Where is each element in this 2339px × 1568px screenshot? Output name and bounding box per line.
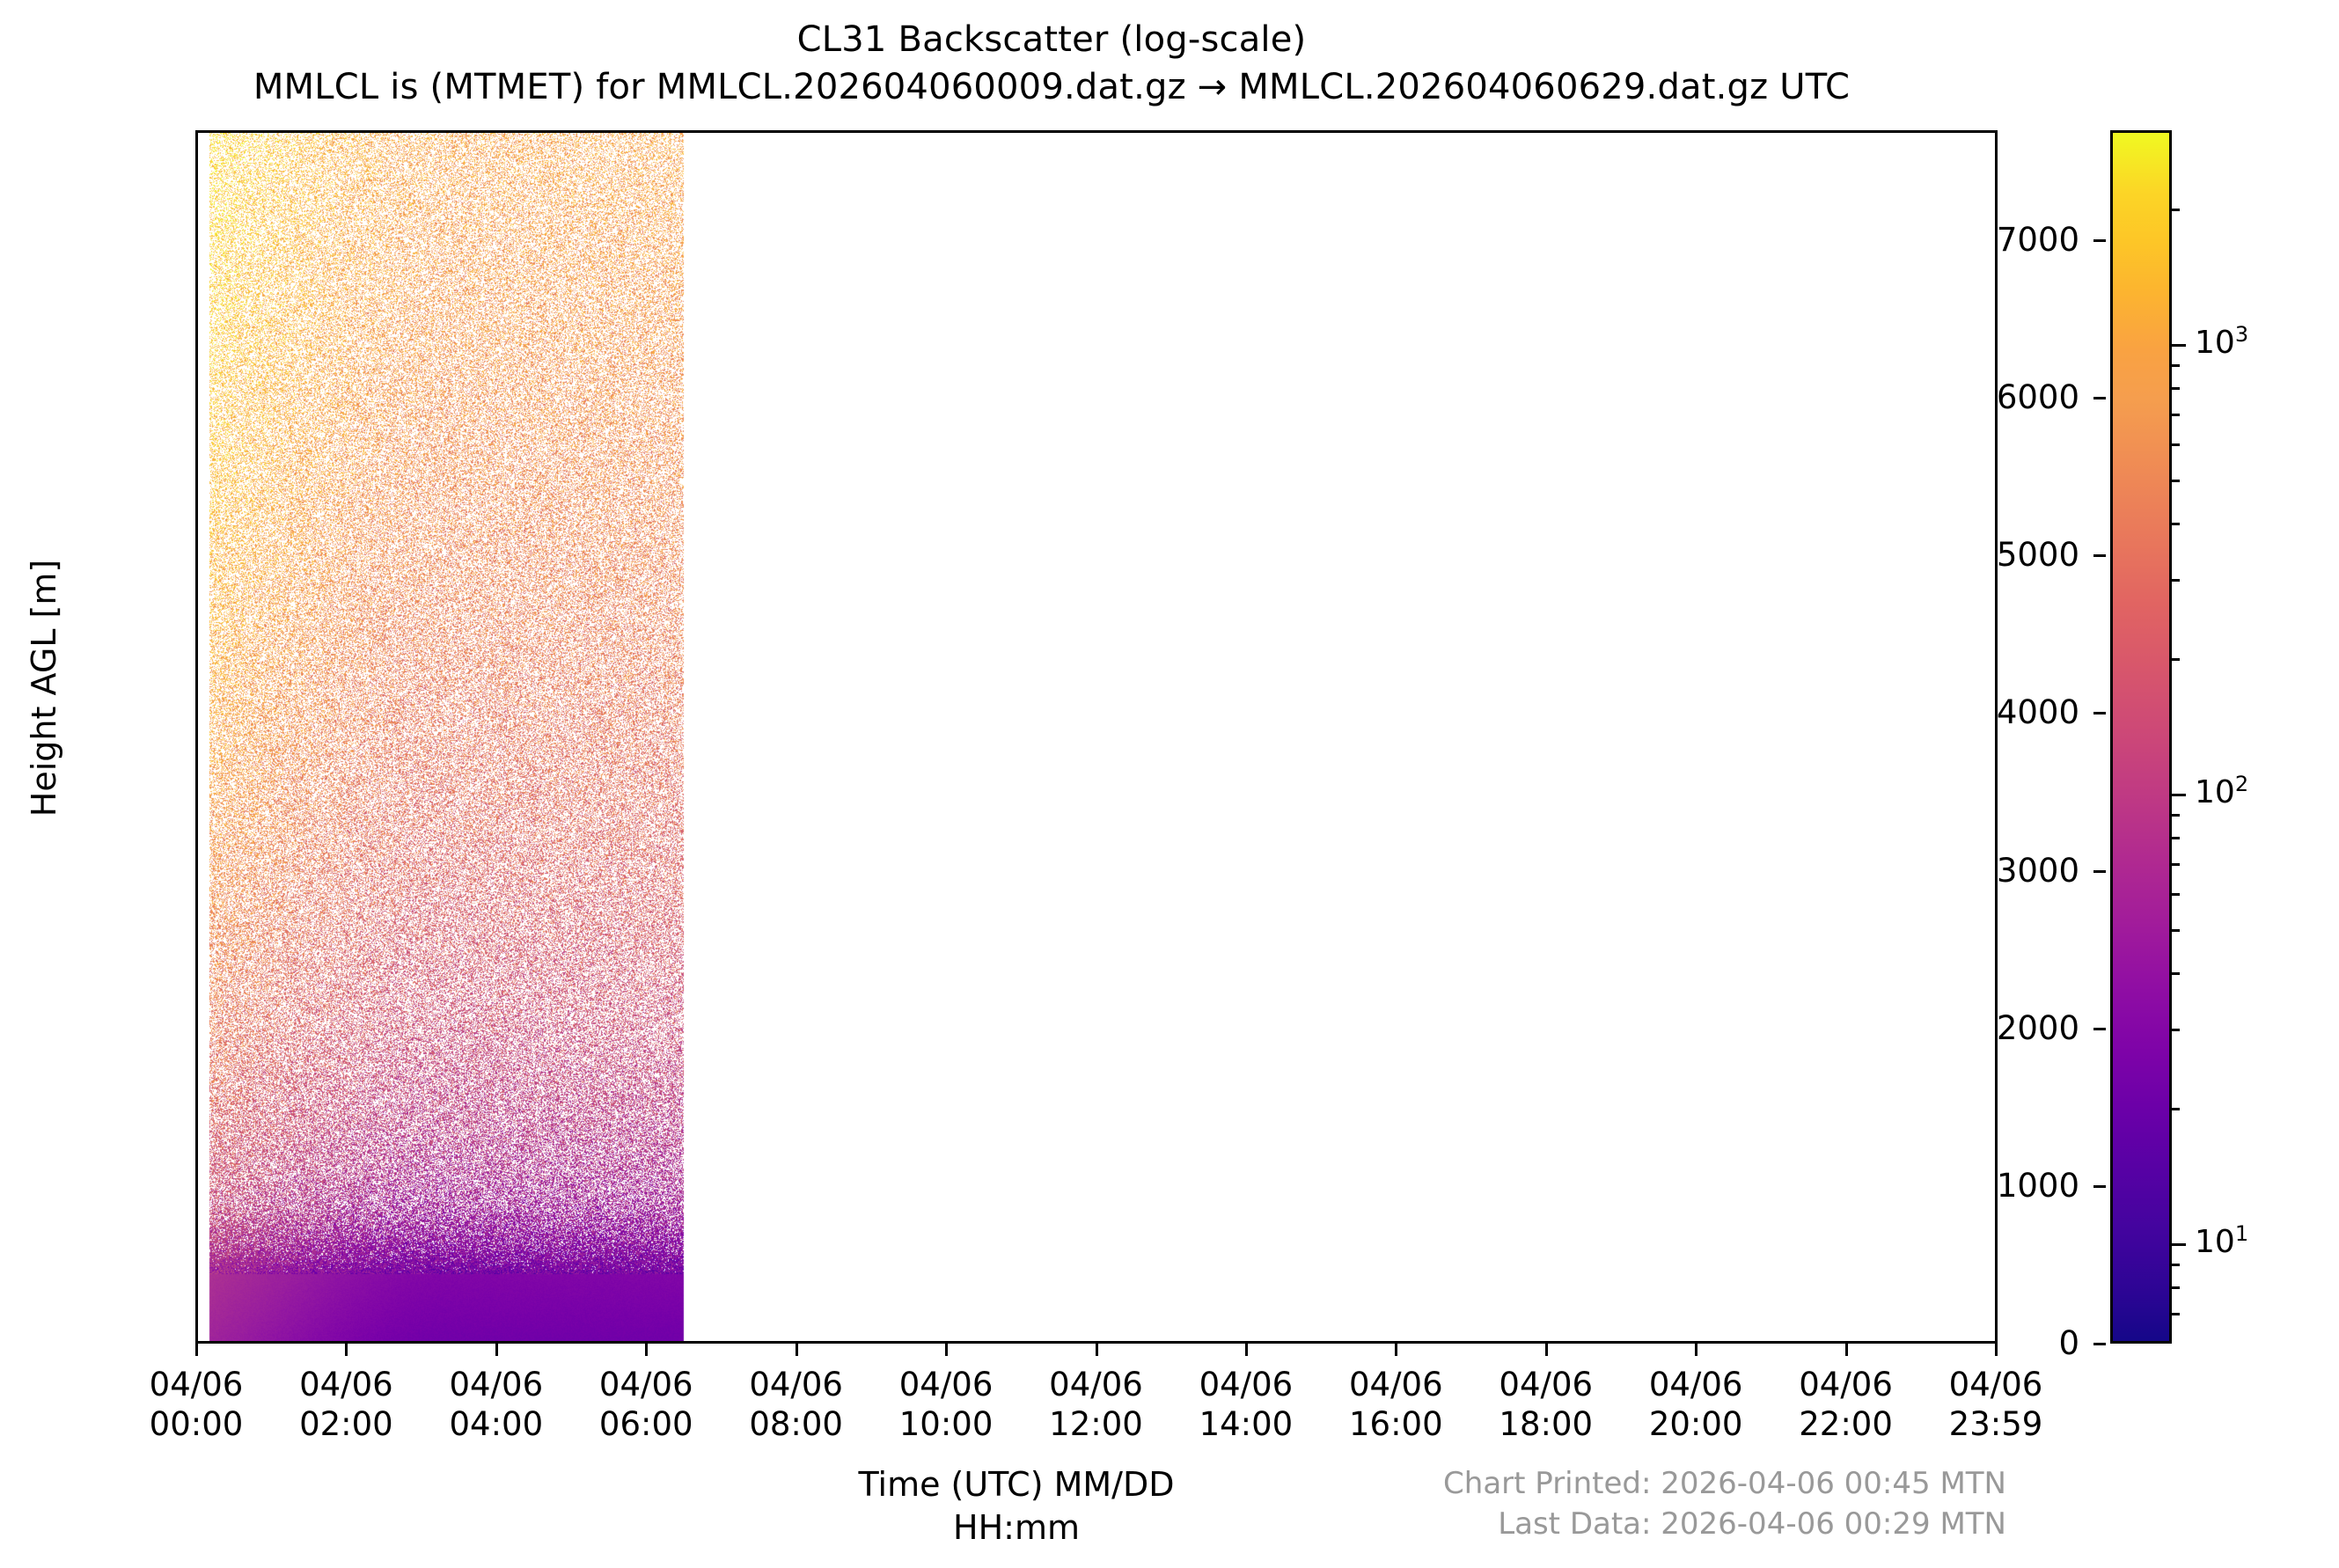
- x-tick-mark: [1844, 1344, 1848, 1356]
- colorbar-minor-tick: [2172, 1264, 2180, 1267]
- y-tick-mark: [2093, 397, 2106, 400]
- y-tick-label: 2000: [1996, 1008, 2079, 1047]
- y-tick-mark: [2093, 1027, 2106, 1030]
- title-block: CL31 Backscatter (log-scale) MMLCL is (M…: [0, 16, 2103, 111]
- colorbar-minor-tick: [2172, 893, 2180, 897]
- x-axis-label-line1: Time (UTC) MM/DD: [858, 1465, 1175, 1504]
- x-tick-label: 04/06 18:00: [1499, 1366, 1594, 1443]
- y-tick-label: 6000: [1996, 378, 2079, 417]
- x-axis-label-line2: HH:mm: [953, 1508, 1080, 1547]
- y-tick-mark: [2093, 554, 2106, 558]
- x-tick-label: 04/06 22:00: [1799, 1366, 1893, 1443]
- colorbar-tick-mark: [2172, 793, 2186, 796]
- last-data-stamp: Last Data: 2026-04-06 00:29 MTN: [1498, 1506, 2006, 1542]
- colorbar-minor-tick: [2172, 523, 2180, 526]
- colorbar-minor-tick: [2172, 443, 2180, 447]
- y-tick-mark: [2093, 1343, 2106, 1345]
- x-tick-mark: [195, 1344, 198, 1356]
- y-tick-label: 0: [2058, 1324, 2079, 1362]
- x-tick-mark: [345, 1344, 348, 1356]
- colorbar-minor-tick: [2172, 837, 2180, 840]
- colorbar-tick-mark: [2172, 1242, 2186, 1246]
- x-tick-mark: [945, 1344, 949, 1356]
- chart-printed-stamp: Chart Printed: 2026-04-06 00:45 MTN: [1443, 1466, 2006, 1501]
- y-tick-label: 3000: [1996, 851, 2079, 890]
- x-tick-label: 04/06 12:00: [1049, 1366, 1143, 1443]
- colorbar-minor-tick: [2172, 364, 2180, 368]
- colorbar-minor-tick: [2172, 657, 2180, 661]
- x-tick-label: 04/06 23:59: [1948, 1366, 2043, 1443]
- y-tick-label: 7000: [1996, 221, 2079, 259]
- colorbar-minor-tick: [2172, 972, 2180, 976]
- colorbar-minor-tick: [2172, 208, 2180, 211]
- y-axis-label: Height AGL [m]: [25, 559, 63, 817]
- colorbar-minor-tick: [2172, 862, 2180, 866]
- colorbar-minor-tick: [2172, 387, 2180, 391]
- y-tick-label: 4000: [1996, 693, 2079, 732]
- y-tick-label: 5000: [1996, 536, 2079, 575]
- colorbar-minor-tick: [2172, 1286, 2180, 1290]
- colorbar-minor-tick: [2172, 814, 2180, 817]
- x-tick-label: 04/06 14:00: [1199, 1366, 1294, 1443]
- y-tick-mark: [2093, 869, 2106, 873]
- colorbar-minor-tick: [2172, 1312, 2180, 1315]
- chart-subtitle: MMLCL is (MTMET) for MMLCL.202604060009.…: [253, 67, 1851, 107]
- x-tick-label: 04/06 00:00: [149, 1366, 244, 1443]
- colorbar-minor-tick: [2172, 1107, 2180, 1110]
- colorbar-tick-mark: [2172, 343, 2186, 347]
- colorbar-minor-tick: [2172, 578, 2180, 582]
- x-tick-label: 04/06 20:00: [1648, 1366, 1743, 1443]
- colorbar-gradient: [2110, 130, 2172, 1344]
- x-tick-label: 04/06 06:00: [598, 1366, 693, 1443]
- colorbar-tick-label: 101: [2195, 1220, 2249, 1260]
- x-tick-mark: [1095, 1344, 1098, 1356]
- plot-axes: [195, 130, 1998, 1344]
- x-tick-mark: [1695, 1344, 1698, 1356]
- colorbar-tick-label: 102: [2195, 771, 2249, 810]
- x-tick-mark: [645, 1344, 649, 1356]
- footer-stamps: Chart Printed: 2026-04-06 00:45 MTN Last…: [1232, 1463, 2006, 1544]
- x-tick-label: 04/06 08:00: [749, 1366, 843, 1443]
- colorbar-minor-tick: [2172, 413, 2180, 416]
- y-tick-mark: [2093, 712, 2106, 715]
- x-tick-mark: [1995, 1344, 1998, 1356]
- x-tick-label: 04/06 10:00: [898, 1366, 994, 1443]
- backscatter-heatmap: [198, 133, 1995, 1341]
- x-tick-mark: [1544, 1344, 1548, 1356]
- y-tick-mark: [2093, 239, 2106, 242]
- colorbar-minor-tick: [2172, 1028, 2180, 1031]
- y-tick-mark: [2093, 1184, 2106, 1188]
- colorbar-minor-tick: [2172, 928, 2180, 932]
- x-axis-label: Time (UTC) MM/DD HH:mm: [832, 1463, 1201, 1550]
- x-tick-label: 04/06 04:00: [449, 1366, 544, 1443]
- x-tick-mark: [1244, 1344, 1248, 1356]
- y-tick-label: 1000: [1996, 1166, 2079, 1205]
- x-tick-mark: [795, 1344, 798, 1356]
- x-tick-label: 04/06 02:00: [299, 1366, 393, 1443]
- chart-title: CL31 Backscatter (log-scale): [796, 19, 1307, 60]
- x-tick-mark: [1395, 1344, 1398, 1356]
- colorbar-tick-label: 103: [2195, 321, 2249, 361]
- x-tick-mark: [495, 1344, 498, 1356]
- x-tick-label: 04/06 16:00: [1349, 1366, 1443, 1443]
- colorbar-minor-tick: [2172, 479, 2180, 482]
